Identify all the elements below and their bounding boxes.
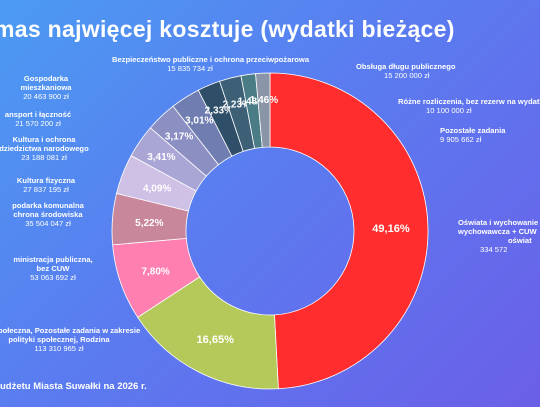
label-admin-line2: bez CUW: [36, 264, 70, 273]
label-gm-line2: mieszkaniowa: [20, 83, 72, 92]
label-pomoc-line1: połeczna, Pozostałe zadania w zakresie: [0, 326, 141, 335]
label-transport-value: 21 570 200 zł: [15, 119, 61, 128]
label-bezp-value: 15 835 734 zł: [167, 64, 213, 73]
label-dlug-line1: Obsługa długu publicznego: [356, 62, 456, 71]
chart-title: mas najwięcej kosztuje (wydatki bieżące): [0, 16, 455, 42]
label-kf: Kultura fizyczna 27 837 195 zł: [4, 176, 88, 194]
label-oswiata-line2: wychowawcza + CUW: [458, 227, 537, 236]
slice-pct-label-7: 3,01%: [185, 116, 213, 127]
donut-slice-11: [255, 72, 271, 148]
label-kultura-line1: Kultura i ochrona: [12, 135, 76, 144]
label-pozostale-value: 9 905 662 zł: [440, 135, 482, 144]
slice-pct-label-5: 3,41%: [147, 152, 175, 163]
label-gk-line2: chrona środowiska: [13, 210, 83, 219]
label-rozne-value: 10 100 000 zł: [426, 106, 472, 115]
slice-pct-label-8: 2,33%: [205, 105, 233, 116]
label-dlug: Obsługa długu publicznego 15 200 000 zł: [356, 62, 456, 80]
footer-source: udżetu Miasta Suwałki na 2026 r.: [0, 381, 147, 392]
label-oswiata: Oświata i wychowanie wychowawcza + CUW o…: [458, 218, 538, 254]
label-bezp-line1: Bezpieczeństwo publiczne i ochrona przec…: [112, 55, 310, 64]
label-admin-value: 53 063 692 zł: [30, 273, 76, 282]
label-pomoc-value: 113 310 965 zł: [34, 344, 84, 353]
label-pozostale-line1: Pozostałe zadania: [440, 126, 506, 135]
label-oswiata-line1: Oświata i wychowanie: [458, 218, 539, 227]
label-kf-value: 27 837 195 zł: [23, 185, 69, 194]
label-pomoc-line2: polityki społecznej, Rodzina: [8, 335, 110, 344]
slice-pct-label-9: 2,23%: [223, 99, 251, 110]
label-transport: ansport i łączność 21 570 200 zł: [0, 110, 78, 128]
label-pozostale: Pozostałe zadania 9 905 662 zł: [440, 126, 505, 144]
slice-pct-label-0: 49,16%: [372, 223, 410, 235]
label-gk-value: 35 504 047 zł: [25, 219, 71, 228]
slice-pct-label-6: 3,17%: [165, 131, 193, 142]
label-kultura-value: 23 188 081 zł: [21, 153, 67, 162]
slice-pct-label-2: 7,80%: [141, 267, 169, 278]
label-kultura: Kultura i ochrona dziedzictwa narodowego…: [0, 135, 90, 162]
label-rozne: Różne rozliczenia, bez rezerw na wydatki…: [398, 97, 540, 115]
label-admin-line1: ministracja publiczna,: [13, 255, 93, 264]
label-kf-line1: Kultura fizyczna: [16, 176, 76, 185]
slice-pct-label-1: 16,65%: [197, 334, 235, 346]
label-bezp: Bezpieczeństwo publiczne i ochrona przec…: [112, 55, 309, 73]
label-pomoc: połeczna, Pozostałe zadania w zakresie p…: [0, 326, 140, 353]
label-gk: podarka komunalna chrona środowiska 35 5…: [0, 201, 96, 228]
slice-pct-label-11: 1,46%: [250, 95, 278, 106]
label-kultura-line2: dziedzictwa narodowego: [0, 144, 89, 153]
label-gk-line1: podarka komunalna: [12, 201, 84, 210]
label-gm-line1: Gospodarka: [23, 74, 69, 83]
label-oswiata-value: 334 572: [480, 245, 508, 254]
label-transport-line1: ansport i łączność: [4, 110, 72, 119]
label-gm: Gospodarka mieszkaniowa 20 463 900 zł: [10, 74, 82, 101]
label-oswiata-line3: oświat: [508, 236, 532, 245]
label-dlug-value: 15 200 000 zł: [384, 71, 430, 80]
label-gm-value: 20 463 900 zł: [23, 92, 69, 101]
label-rozne-line1: Różne rozliczenia, bez rezerw na wydatki: [398, 97, 540, 106]
slice-pct-label-10: 1,48%: [238, 96, 266, 107]
slice-pct-label-3: 5,22%: [135, 218, 163, 229]
label-admin: ministracja publiczna, bez CUW 53 063 69…: [2, 255, 104, 282]
slice-pct-label-4: 4,09%: [143, 183, 171, 194]
donut-slice-0: [269, 72, 429, 390]
